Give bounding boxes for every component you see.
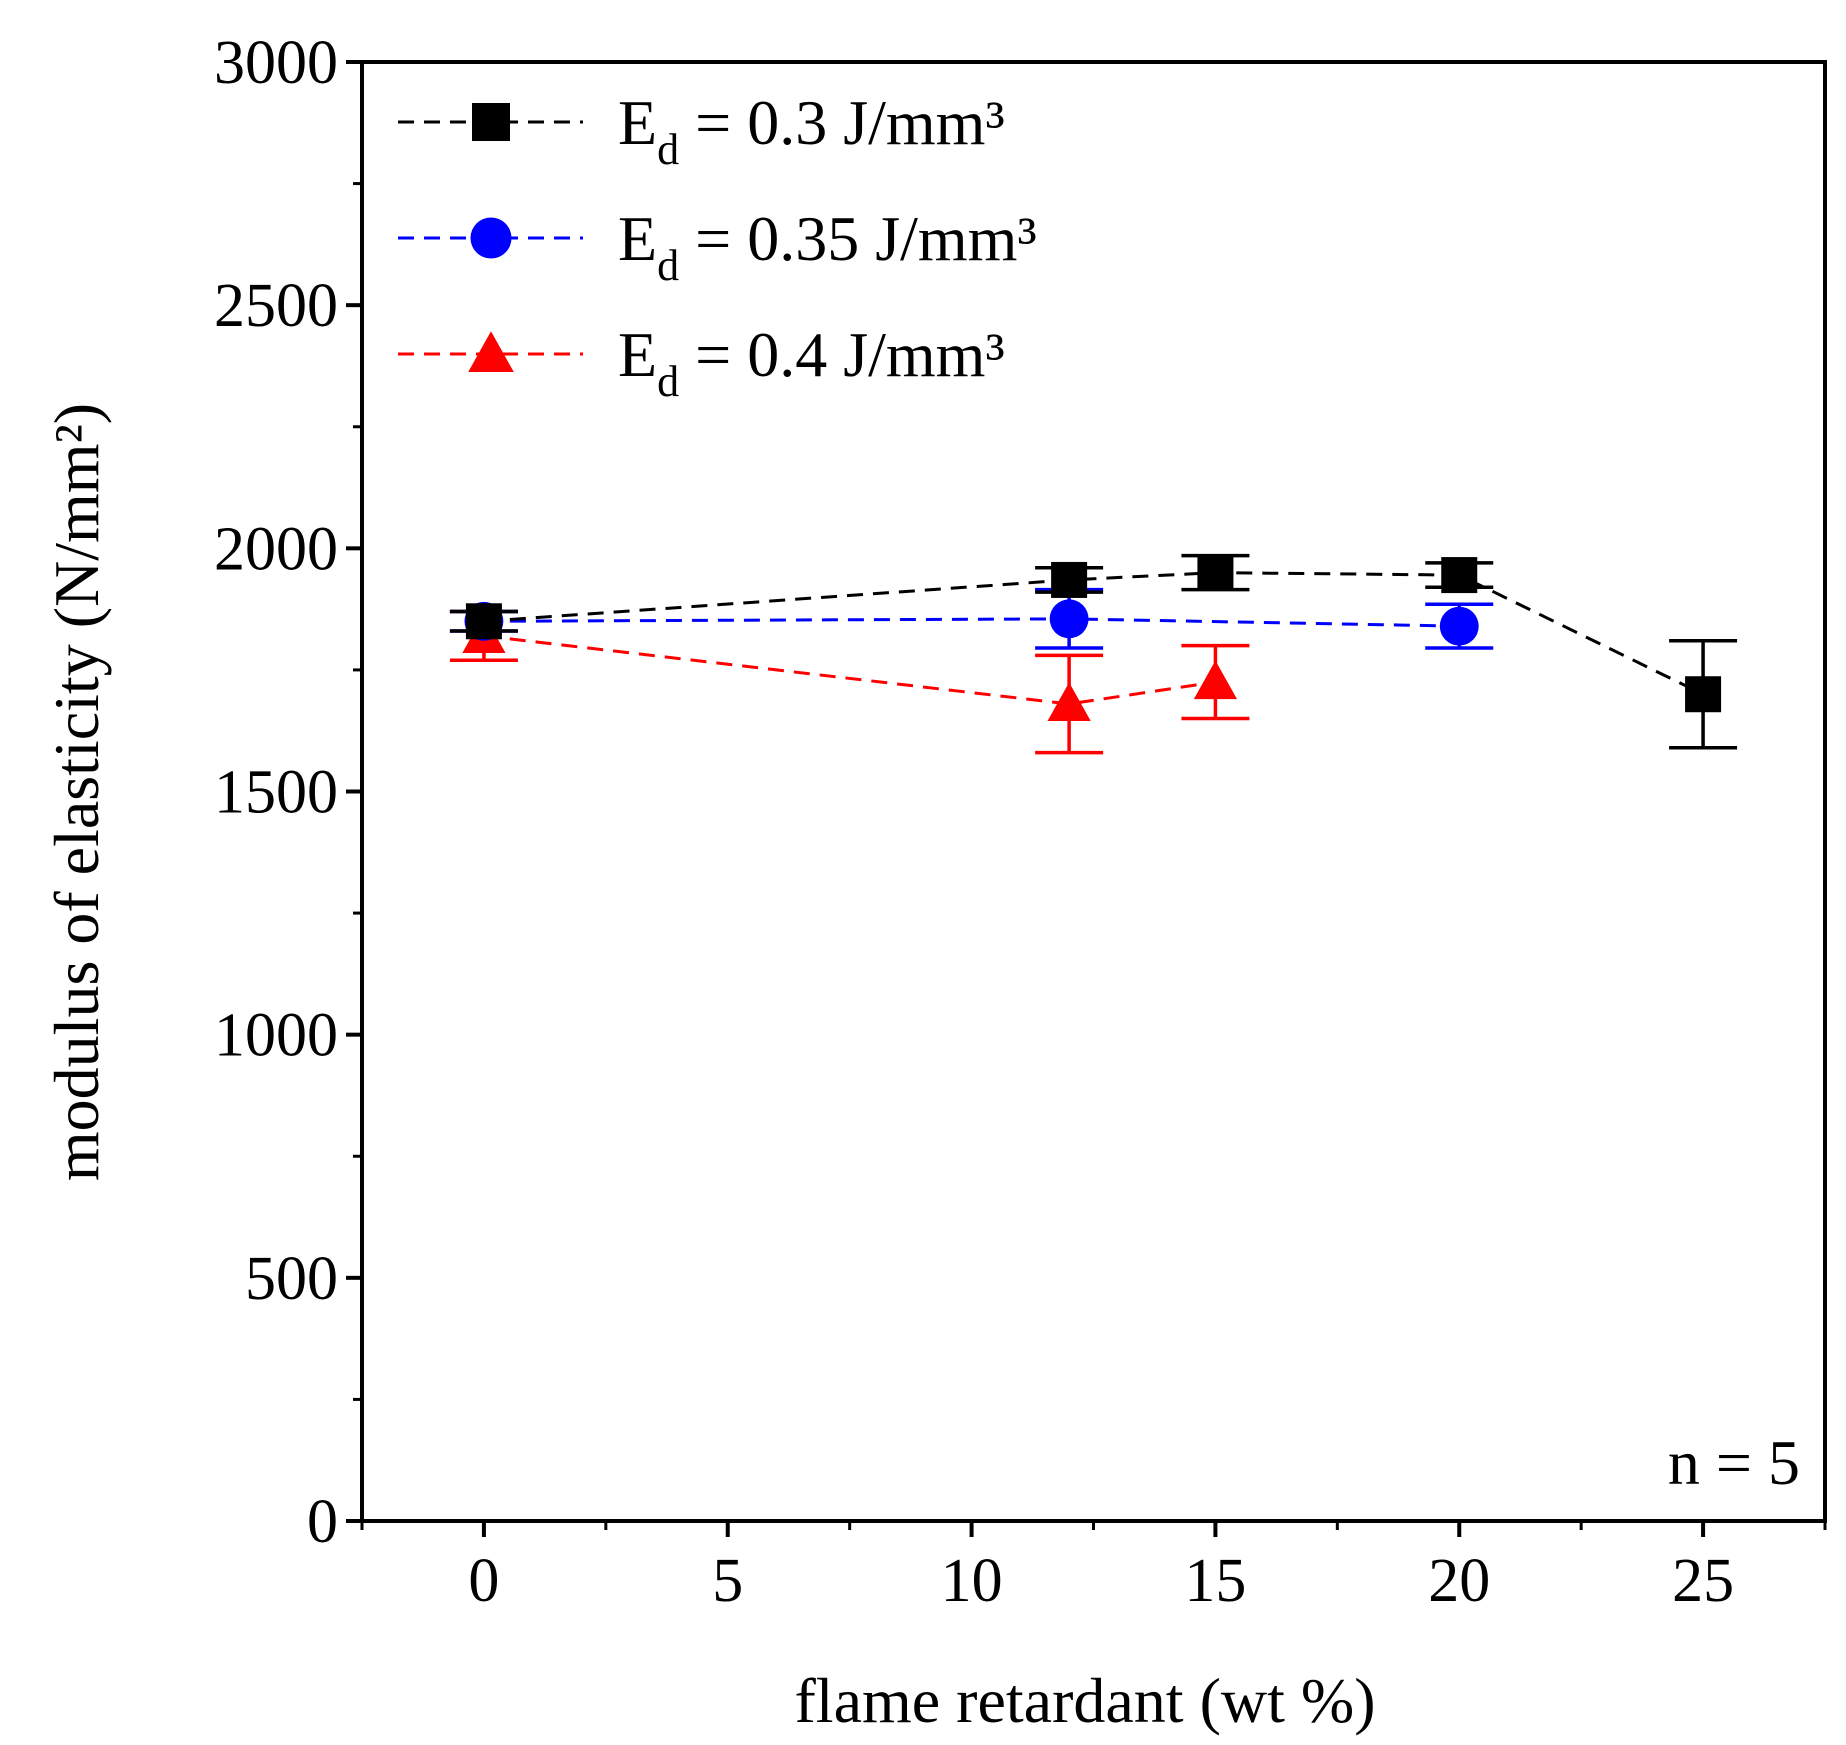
legend-label-main: E xyxy=(618,87,657,158)
legend-entry: Ed = 0.4 J/mm³ xyxy=(398,319,1005,406)
sample-size-annotation: n = 5 xyxy=(1668,1427,1800,1498)
data-point xyxy=(1047,682,1091,722)
x-tick-label: 5 xyxy=(712,1547,743,1615)
legend-label-subscript: d xyxy=(657,357,679,406)
legend-label: Ed = 0.35 J/mm³ xyxy=(618,203,1037,290)
x-axis: 0 5 10 15 20 25 xyxy=(360,1521,1827,1615)
x-axis-label: flame retardant (wt %) xyxy=(794,1665,1375,1736)
y-tick-label: 3000 xyxy=(214,29,338,97)
legend-label-main: E xyxy=(618,203,657,274)
y-tick-label: 500 xyxy=(245,1245,338,1313)
data-point xyxy=(1197,554,1234,591)
y-axis-label: modulus of elasticity (N/mm²) xyxy=(41,403,112,1181)
legend-label: Ed = 0.4 J/mm³ xyxy=(618,319,1005,406)
legend-label-rest: = 0.4 J/mm³ xyxy=(679,319,1005,390)
legend-label-rest: = 0.35 J/mm³ xyxy=(679,203,1037,274)
legend-label-subscript: d xyxy=(657,241,679,290)
series-line xyxy=(483,634,1216,706)
data-point xyxy=(1441,557,1478,594)
legend-label-subscript: d xyxy=(657,125,679,174)
data-point xyxy=(1193,660,1238,700)
plot-frame xyxy=(360,60,1827,1523)
data-point xyxy=(465,603,502,640)
data-point xyxy=(1685,676,1722,713)
y-tick-label: 1500 xyxy=(214,759,338,827)
x-tick-label: 20 xyxy=(1428,1547,1490,1615)
x-tick-label: 0 xyxy=(468,1547,499,1615)
legend-label-main: E xyxy=(618,319,657,390)
y-axis: 0 500 1000 1500 2000 2500 3000 xyxy=(214,29,362,1556)
legend-label: Ed = 0.3 J/mm³ xyxy=(618,87,1005,174)
x-tick-label: 10 xyxy=(941,1547,1003,1615)
legend-entry: Ed = 0.3 J/mm³ xyxy=(398,87,1005,174)
data-point xyxy=(1049,599,1089,639)
x-tick-label: 15 xyxy=(1184,1547,1246,1615)
legend-marker xyxy=(472,103,510,141)
series-line xyxy=(483,617,1460,628)
x-tick-label: 25 xyxy=(1672,1547,1734,1615)
series-circle xyxy=(449,587,1494,650)
series-layer xyxy=(449,553,1738,755)
y-tick-label: 2000 xyxy=(214,515,338,583)
legend-entry: Ed = 0.35 J/mm³ xyxy=(398,203,1037,290)
legend-marker xyxy=(470,217,512,259)
y-tick-label: 1000 xyxy=(214,1002,338,1070)
data-point xyxy=(1439,606,1479,646)
y-tick-label: 0 xyxy=(307,1488,338,1556)
legend-label-rest: = 0.3 J/mm³ xyxy=(679,87,1005,158)
series-square xyxy=(449,553,1738,750)
y-tick-label: 2500 xyxy=(214,272,338,340)
legend-marker xyxy=(468,331,514,373)
series-triangle xyxy=(449,609,1250,755)
data-point xyxy=(1051,561,1088,598)
plot-area xyxy=(360,60,1827,1523)
